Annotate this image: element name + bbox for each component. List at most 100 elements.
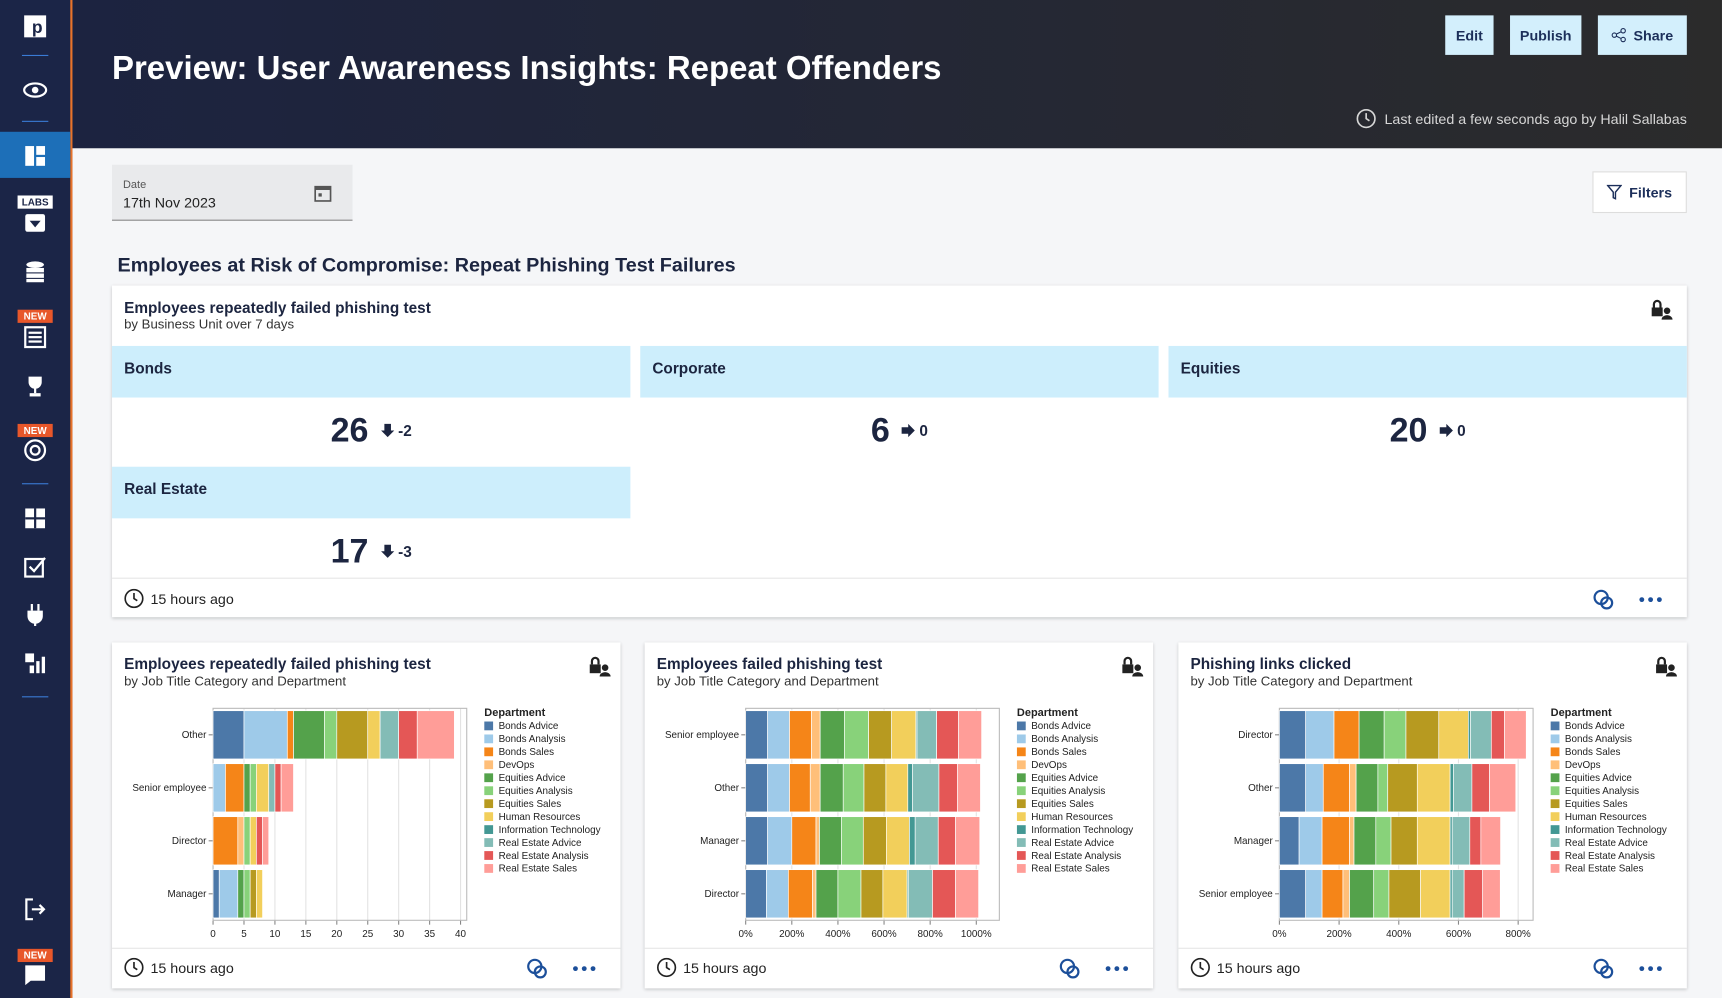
- preview-icon[interactable]: [22, 77, 48, 103]
- kpi-number: 17: [330, 531, 369, 570]
- calculator-icon[interactable]: [22, 505, 48, 531]
- card-title: Employees repeatedly failed phishing tes…: [124, 298, 431, 317]
- settings-icon[interactable]: [22, 650, 48, 676]
- lock-icon[interactable]: [588, 656, 612, 678]
- more-icon[interactable]: [1639, 958, 1663, 980]
- trophy-icon[interactable]: [22, 373, 48, 399]
- plot-frame: [1278, 707, 1534, 921]
- filters-button[interactable]: Filters: [1592, 171, 1687, 214]
- bar-segment: [212, 763, 226, 813]
- new-badge: NEW: [17, 309, 53, 323]
- bar-segment: [1387, 763, 1418, 813]
- database-icon[interactable]: [22, 259, 48, 285]
- kpi-delta: -2: [379, 422, 412, 439]
- bar-segment: [225, 763, 245, 813]
- share-icon: [1612, 28, 1627, 43]
- more-icon[interactable]: [572, 958, 596, 980]
- bar-segment: [286, 710, 294, 760]
- x-tick-label: 5: [241, 929, 247, 940]
- bar-segment: [1321, 816, 1350, 866]
- y-tick-label: Other: [714, 783, 739, 794]
- edit-button[interactable]: Edit: [1445, 15, 1494, 55]
- link-icon[interactable]: [1592, 589, 1614, 611]
- target-icon[interactable]: [22, 437, 48, 463]
- share-button[interactable]: Share: [1597, 15, 1687, 55]
- bar-segment: [1375, 816, 1392, 866]
- logout-icon[interactable]: [22, 896, 48, 922]
- x-tick-label: 20: [331, 929, 342, 940]
- kpi-number: 6: [870, 410, 890, 450]
- bar-segment: [243, 816, 251, 866]
- lock-icon[interactable]: [1654, 656, 1678, 678]
- y-tick-label: Other: [1248, 783, 1273, 794]
- bar-segment: [1482, 869, 1501, 919]
- legend-swatch: [484, 786, 494, 796]
- legend-label: Real Estate Advice: [499, 838, 582, 849]
- card-footer: 15 hours ago: [124, 957, 234, 978]
- last-edited-text: Last edited a few seconds ago by Halil S…: [1384, 110, 1687, 127]
- arrow-shape: [1439, 423, 1453, 438]
- legend-label: Real Estate Advice: [1031, 838, 1114, 849]
- bar-segment: [1383, 710, 1407, 760]
- legend-label: Equities Sales: [499, 799, 562, 810]
- lock-icon[interactable]: [1649, 299, 1673, 321]
- legend-label: DevOps: [499, 760, 535, 771]
- y-tick-label: Director: [1238, 730, 1273, 741]
- clock-icon: [124, 588, 144, 609]
- bar-segment: [1438, 710, 1469, 760]
- bar-segment: [916, 710, 937, 760]
- legend-swatch: [484, 812, 494, 822]
- bar-segment: [1377, 763, 1389, 813]
- more-icon[interactable]: [1639, 589, 1663, 611]
- checklist-icon[interactable]: [22, 324, 48, 350]
- legend-label: Human Resources: [1565, 812, 1647, 823]
- active-item[interactable]: [0, 131, 71, 178]
- arrow-shape: [380, 423, 394, 438]
- bar-segment: [274, 763, 282, 813]
- legend-label: Bonds Sales: [1565, 747, 1621, 758]
- link-icon[interactable]: [1592, 958, 1614, 980]
- legend-label: Bonds Advice: [499, 721, 559, 732]
- plot-frame: [212, 707, 468, 921]
- y-tick-label: Senior employee: [1199, 889, 1274, 900]
- kpi-delta: 0: [1438, 422, 1466, 439]
- bar-segment: [868, 710, 892, 760]
- y-tick-label: Senior employee: [132, 783, 207, 794]
- more-icon[interactable]: [1105, 958, 1129, 980]
- plug-icon[interactable]: [22, 602, 48, 628]
- bar-segment: [819, 763, 844, 813]
- bar-segment: [416, 710, 455, 760]
- link-icon[interactable]: [526, 958, 548, 980]
- x-tick-label: 0: [210, 929, 216, 940]
- bar-segment: [243, 763, 251, 813]
- bar-segment: [1305, 869, 1323, 919]
- dashboard-icon[interactable]: [22, 143, 48, 169]
- bar-segment: [1349, 816, 1355, 866]
- bar-segment: [249, 869, 257, 919]
- task-icon[interactable]: [22, 553, 48, 579]
- link-icon[interactable]: [1059, 958, 1081, 980]
- legend-label: Human Resources: [1031, 812, 1113, 823]
- x-tick-label: 35: [424, 929, 435, 940]
- bar-segment: [336, 710, 369, 760]
- legend-label: DevOps: [1565, 760, 1601, 771]
- date-field[interactable]: Date 17th Nov 2023: [112, 164, 353, 221]
- kpi-delta: -3: [379, 543, 412, 560]
- legend-swatch: [484, 760, 494, 770]
- chat-icon[interactable]: [22, 962, 48, 988]
- labs-icon[interactable]: [22, 211, 48, 237]
- x-tick-label: 0%: [1272, 929, 1286, 940]
- publish-button[interactable]: Publish: [1510, 15, 1582, 55]
- legend-label: Real Estate Analysis: [1565, 851, 1655, 862]
- legend-swatch: [1550, 799, 1560, 809]
- legend-swatch: [484, 734, 494, 744]
- legend-swatch: [1016, 864, 1026, 873]
- legend-swatch: [1016, 838, 1026, 847]
- legend-swatch: [1550, 838, 1560, 847]
- bar-segment: [1355, 763, 1379, 813]
- lock-icon[interactable]: [1120, 656, 1144, 678]
- card-subtitle: by Business Unit over 7 days: [124, 316, 295, 332]
- kpi-delta: 0: [901, 422, 928, 439]
- bar-segment: [212, 869, 220, 919]
- bar-segment: [1453, 763, 1473, 813]
